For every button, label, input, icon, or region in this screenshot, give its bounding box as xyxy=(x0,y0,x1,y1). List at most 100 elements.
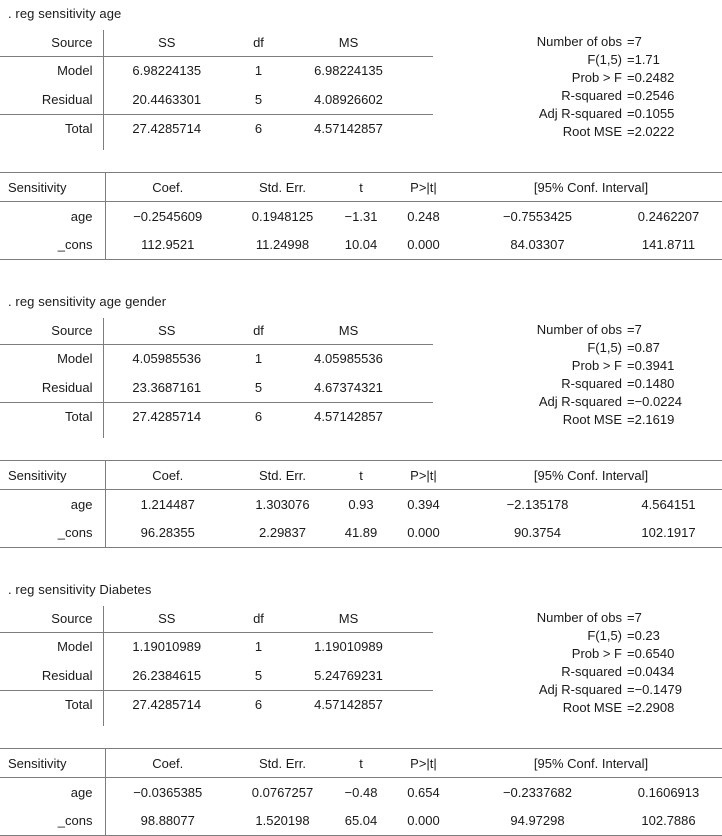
anova-ms-value: 5.24769231 xyxy=(314,667,383,683)
stat-label: Root MSE xyxy=(562,412,622,427)
coef-header-t: t xyxy=(335,460,387,490)
anova-and-stats-row: Source SS df MS Model 6.98224135 1 6.982… xyxy=(0,30,722,150)
stat-value: −0.0224 xyxy=(634,394,682,409)
stat-number-of-obs: Number of obs = 7 xyxy=(505,609,722,627)
stat-label: Root MSE xyxy=(562,124,622,139)
anova-spacer-cell xyxy=(410,113,433,143)
anova-spacer-cell xyxy=(410,373,433,402)
anova-ss-value: 23.3687161 xyxy=(132,379,202,395)
anova-ss-value: 27.4285714 xyxy=(103,113,230,143)
anova-df-value: 1 xyxy=(254,639,263,655)
anova-row-label: Model xyxy=(0,56,104,85)
coef-p-value: 0.000 xyxy=(407,237,440,253)
coef-header-stderr: Std. Err. xyxy=(230,748,335,778)
coef-header-row: Sensitivity Coef. Std. Err. t P>|t| [95%… xyxy=(0,460,722,490)
coef-ci-upper: 4.564151 xyxy=(641,496,696,512)
coef-ci-lower: −0.2337682 xyxy=(502,784,573,800)
stat-value: 1.71 xyxy=(634,52,660,67)
anova-row-residual: Residual 26.2384615 5 5.24769231 xyxy=(0,661,433,690)
stat-value: 2.1619 xyxy=(634,412,675,427)
anova-header-spacer xyxy=(410,30,433,57)
anova-spacer-cell xyxy=(410,632,433,661)
coef-header-stderr: Std. Err. xyxy=(230,460,335,490)
equals-sign: = xyxy=(627,34,635,49)
coef-t-value: 10.04 xyxy=(344,237,378,253)
coef-stderr-value: 0.0767257 xyxy=(251,784,314,800)
anova-row-total: Total 27.4285714 6 4.57142857 xyxy=(0,401,433,431)
anova-row-model: Model 4.05985536 1 4.05985536 xyxy=(0,344,433,373)
anova-header-df: df xyxy=(230,606,287,633)
anova-ss-value: 6.98224135 xyxy=(132,63,202,79)
coef-value: −0.2545609 xyxy=(133,208,203,224)
stat-number-of-obs: Number of obs = 7 xyxy=(505,33,722,51)
coef-header-depvar: Sensitivity xyxy=(0,460,106,490)
anova-header-row: Source SS df MS xyxy=(0,606,433,633)
coef-value: 112.9521 xyxy=(141,237,195,253)
anova-row-label: Total xyxy=(0,113,104,143)
stat-value: 7 xyxy=(634,34,642,49)
equals-sign: = xyxy=(627,628,635,643)
coef-var-name: age xyxy=(0,201,106,231)
coefficient-table: Sensitivity Coef. Std. Err. t P>|t| [95%… xyxy=(0,172,722,260)
equals-sign: = xyxy=(627,664,635,679)
anova-ms-value: 4.05985536 xyxy=(314,351,383,367)
coef-ci-upper: 0.1606913 xyxy=(637,784,700,800)
anova-header-ss: SS xyxy=(103,30,230,57)
anova-header-spacer xyxy=(410,606,433,633)
stat-label: Number of obs xyxy=(536,610,622,625)
stat-label: F(1,5) xyxy=(587,628,622,643)
stat-f: F(1,5) = 0.87 xyxy=(505,339,722,357)
anova-table: Source SS df MS Model 4.05985536 1 4.059… xyxy=(0,318,433,438)
anova-header-source: Source xyxy=(0,30,104,57)
equals-sign: = xyxy=(627,358,635,373)
stat-label: Prob > F xyxy=(571,70,622,85)
stat-value: 0.3941 xyxy=(634,358,675,373)
coef-header-depvar: Sensitivity xyxy=(0,172,106,202)
anova-row-residual: Residual 20.4463301 5 4.08926602 xyxy=(0,85,433,114)
anova-divider-stub xyxy=(0,143,104,150)
anova-df-value: 1 xyxy=(254,63,263,79)
anova-df-value: 6 xyxy=(230,113,287,143)
coef-row-cons: _cons 96.28355 2.29837 41.89 0.000 90.37… xyxy=(0,518,722,548)
anova-spacer-cell xyxy=(103,719,433,726)
coef-row-cons: _cons 112.9521 11.24998 10.04 0.000 84.0… xyxy=(0,230,722,260)
anova-df-value: 5 xyxy=(254,91,263,107)
equals-sign: = xyxy=(627,700,635,715)
coef-value: 96.28355 xyxy=(140,525,195,541)
coef-ci-upper: 141.8711 xyxy=(641,237,696,253)
coef-ci-lower: 90.3754 xyxy=(514,525,561,541)
anova-header-ms: MS xyxy=(287,318,410,345)
stat-value: 7 xyxy=(634,322,642,337)
stat-r-squared: R-squared = 0.1480 xyxy=(505,375,722,393)
stat-f: F(1,5) = 1.71 xyxy=(505,51,722,69)
stat-number-of-obs: Number of obs = 7 xyxy=(505,321,722,339)
anova-divider-stub xyxy=(0,719,104,726)
coef-t-value: 41.89 xyxy=(344,525,378,541)
stat-r-squared: R-squared = 0.2546 xyxy=(505,87,722,105)
anova-ss-value: 1.19010989 xyxy=(132,639,202,655)
coef-t-value: −0.48 xyxy=(344,784,378,800)
anova-df-value: 5 xyxy=(254,667,263,683)
anova-ms-value: 4.57142857 xyxy=(287,113,410,143)
coef-header-conf-interval: [95% Conf. Interval] xyxy=(460,460,722,490)
coef-p-value: 0.394 xyxy=(407,496,440,512)
anova-row-label: Model xyxy=(0,632,104,661)
anova-divider-stub-row xyxy=(0,431,433,438)
coef-header-t: t xyxy=(335,748,387,778)
coef-row-cons: _cons 98.88077 1.520198 65.04 0.000 94.9… xyxy=(0,806,722,836)
model-fit-stats: Number of obs = 7 F(1,5) = 0.87 Prob > F… xyxy=(505,318,722,429)
coef-stderr-value: 0.1948125 xyxy=(251,208,314,224)
stata-command: . reg sensitivity age xyxy=(8,6,122,21)
coef-header-t: t xyxy=(335,172,387,202)
anova-row-label: Residual xyxy=(0,373,104,402)
coef-header-coef: Coef. xyxy=(105,748,230,778)
anova-header-source: Source xyxy=(0,606,104,633)
stat-value: 0.1480 xyxy=(634,376,675,391)
coef-ci-lower: −0.7553425 xyxy=(502,208,573,224)
equals-sign: = xyxy=(627,322,635,337)
anova-table: Source SS df MS Model 6.98224135 1 6.982… xyxy=(0,30,433,150)
coef-t-value: 0.93 xyxy=(348,496,374,512)
anova-ms-value: 4.08926602 xyxy=(314,91,383,107)
model-fit-stats: Number of obs = 7 F(1,5) = 0.23 Prob > F… xyxy=(505,606,722,717)
coef-row-predictor: age −0.0365385 0.0767257 −0.48 0.654 −0.… xyxy=(0,777,722,807)
